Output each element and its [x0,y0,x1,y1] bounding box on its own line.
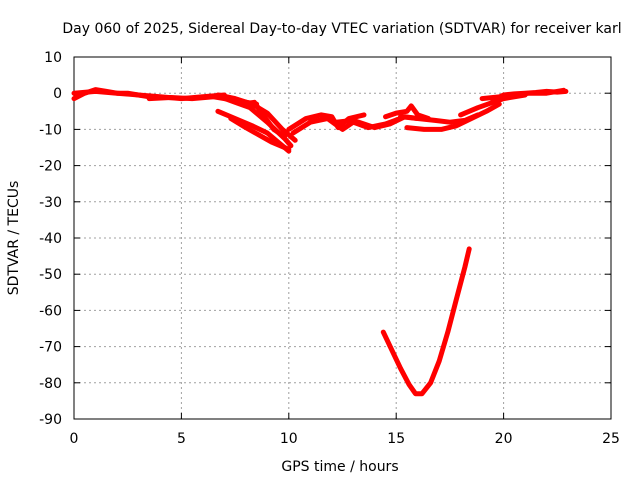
x-tick-label: 15 [387,431,405,447]
series-line-satellite-17 [479,87,567,102]
x-tick-label: 10 [280,431,298,447]
series-line-satellite-18 [380,246,472,397]
y-axis-label: SDTVAR / TECUs [6,181,22,296]
chart-title: Day 060 of 2025, Sidereal Day-to-day VTE… [62,21,621,37]
y-tick-label: -10 [39,122,62,138]
y-tick-label: -20 [39,159,62,175]
y-tick-label: -70 [39,340,62,356]
grid-lines [74,57,611,419]
y-tick-label: -90 [39,412,62,428]
axis-ticks: 10 0 -10 -20 -30 -40 -50 -60 -70 -80 -90 0 5 10 15 20 25 [39,50,620,447]
y-tick-label: -60 [39,303,62,319]
series-line-satellite-12 [383,103,431,121]
x-tick-label: 0 [70,431,79,447]
x-axis-label: GPS time / hours [281,459,398,475]
y-tick-label: -40 [39,231,62,247]
series-line-satellite-14 [404,101,502,132]
y-tick-label: -30 [39,195,62,211]
x-tick-label: 20 [495,431,513,447]
y-tick-label: -50 [39,267,62,283]
x-tick-label: 25 [602,431,620,447]
y-tick-label: 0 [53,86,62,102]
x-tick-label: 5 [177,431,186,447]
y-tick-label: 10 [44,50,62,66]
y-tick-label: -80 [39,376,62,392]
series-line-satellite-5 [217,94,294,149]
series-line-satellite-8 [239,99,287,140]
series-line-satellite-7 [228,116,292,152]
series-group [71,87,569,397]
